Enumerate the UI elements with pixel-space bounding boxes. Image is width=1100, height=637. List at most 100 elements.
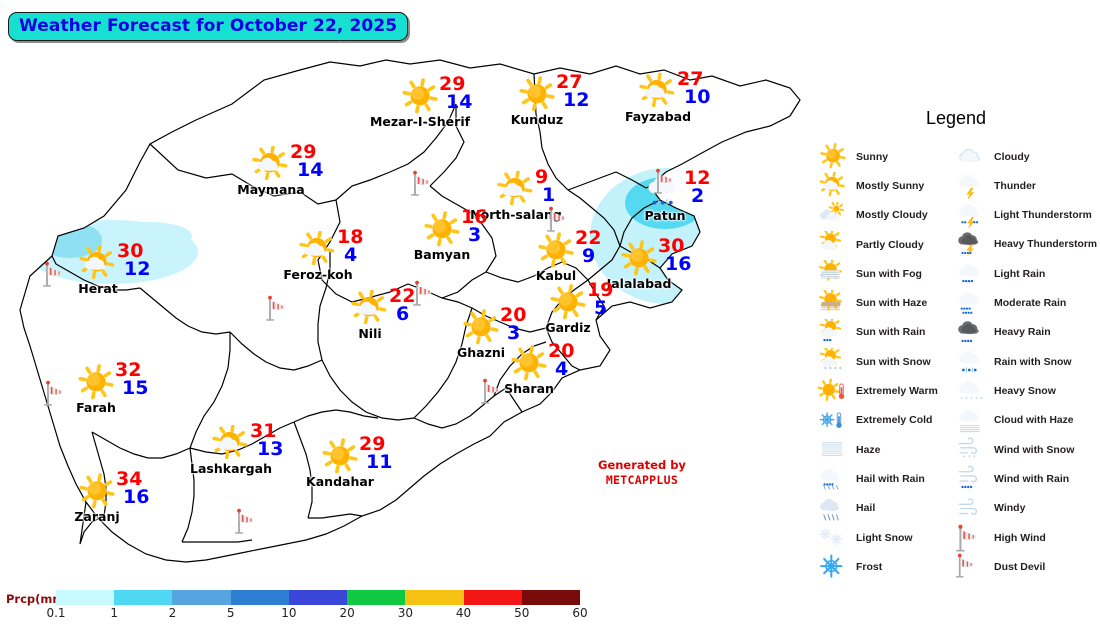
- haze-icon: [816, 436, 852, 463]
- legend-item: Sun with Fog: [816, 259, 952, 288]
- station-name: Maymana: [237, 182, 305, 197]
- station-name: Nili: [358, 326, 382, 341]
- legend-item: Sun with Haze: [816, 288, 952, 317]
- station-temperatures: 19 5: [587, 280, 613, 320]
- legend-item-label: Heavy Rain: [994, 326, 1051, 339]
- svg-text:*: *: [834, 367, 837, 373]
- precip-area-light-herat-2: [108, 222, 192, 250]
- legend-item: Wind with Rain: [954, 464, 1100, 493]
- station-tmax: 29: [439, 73, 466, 95]
- legend-item-label: Light Rain: [994, 267, 1046, 280]
- station-temperatures: 32 15: [115, 360, 148, 397]
- station-tmax: 9: [535, 166, 549, 188]
- sunny-icon: [76, 473, 118, 515]
- svg-text:*: *: [970, 396, 973, 402]
- legend-item: Cloud with Haze: [954, 406, 1100, 435]
- colorbar-segment: [405, 590, 464, 605]
- mostly-sunny-icon: [77, 244, 119, 287]
- hail-icon: [816, 495, 852, 522]
- legend-item: Mostly Sunny: [816, 171, 952, 200]
- svg-text:*: *: [968, 456, 971, 462]
- legend-item: Cloudy: [954, 142, 1100, 171]
- station-tmin: 16: [123, 486, 150, 509]
- legend-item-label: Wind with Rain: [994, 472, 1070, 485]
- map-borders-layer: [19, 59, 801, 563]
- legend-item: Sunny: [816, 142, 952, 171]
- legend-item-label: Heavy Thunderstorm: [994, 239, 1097, 251]
- colorbar-segment: [347, 590, 406, 605]
- legend-item: Haze: [816, 435, 952, 464]
- cloudy-icon: [954, 143, 990, 170]
- station-tmax: 30: [658, 235, 685, 257]
- station-tmax: 20: [548, 340, 575, 362]
- wind-with-rain-icon: [954, 465, 990, 492]
- station-tmax: 20: [500, 304, 527, 326]
- legend-column-left: Sunny Mostly Sunny Mostly Cloudy Partly …: [816, 142, 952, 581]
- sunny-icon: [460, 309, 502, 351]
- station-temperatures: 22 9: [575, 228, 601, 268]
- sunny-icon: [535, 232, 577, 274]
- legend-item: High Wind: [954, 523, 1100, 552]
- legend-item: Hail: [816, 494, 952, 523]
- credit-block: Generated by METCAPPLUS: [598, 458, 686, 488]
- page-title-text: Weather Forecast for October 22, 2025: [19, 16, 398, 36]
- station-name: Herat: [78, 281, 118, 296]
- page-title: Weather Forecast for October 22, 2025: [8, 12, 409, 41]
- legend-item-label: Sun with Fog: [856, 267, 922, 280]
- station-temperatures: 34 16: [116, 469, 150, 509]
- station-tmin: 5: [594, 297, 608, 320]
- sunny-icon: [421, 211, 463, 253]
- svg-text:*: *: [829, 367, 832, 373]
- svg-text:*: *: [824, 367, 827, 373]
- legend-item: Light Rain: [954, 259, 1100, 288]
- colorbar-segment: [288, 590, 348, 605]
- dust-devil-icon: [954, 553, 990, 580]
- station-tmax: 12: [684, 167, 711, 189]
- legend-item-label: Rain with Snow: [994, 355, 1072, 368]
- afghanistan-map-svg: [19, 59, 801, 563]
- station-temperatures: 12 2: [684, 167, 711, 205]
- colorbar-tick-label: 2: [168, 606, 177, 620]
- light-rain-icon: [954, 260, 990, 287]
- station-name: Zaranj: [74, 509, 120, 524]
- legend-item-label: Frost: [856, 560, 883, 573]
- precipitation-colorbar: Prcp(mm) 0.1 1 2 5 10 20 30 40 50 60: [0, 590, 600, 637]
- legend-item-label: Sun with Snow: [856, 355, 931, 368]
- station-temperatures: 29 11: [359, 434, 393, 474]
- station-name: Sharan: [504, 381, 554, 396]
- colorbar-segment: [172, 590, 231, 605]
- mostly-sunny-icon: [349, 289, 391, 332]
- legend-item-label: Cloudy: [994, 150, 1030, 163]
- station-tmin: 9: [582, 245, 596, 268]
- legend-item-label: Wind with Snow: [994, 443, 1075, 456]
- sunny-icon: [547, 284, 589, 326]
- station-temperatures: 30 16: [658, 235, 691, 273]
- colorbar-tick-label: 1: [110, 606, 119, 620]
- colorbar-tick-label: 30: [397, 606, 413, 620]
- station-tmin: 11: [366, 451, 393, 474]
- colorbar-tick-label: 20: [339, 606, 355, 620]
- station-tmin: 3: [507, 322, 521, 345]
- frost-icon: [816, 553, 852, 580]
- svg-text:*: *: [965, 396, 968, 402]
- station-name: Feroz-koh: [283, 267, 353, 282]
- legend-item-label: Thunder: [994, 179, 1036, 192]
- station-temperatures: 27 12: [556, 72, 589, 109]
- legend-item: Heavy Thunderstorm: [954, 230, 1100, 259]
- sunny-icon: [399, 78, 441, 120]
- legend-item-label: Sun with Rain: [856, 326, 926, 339]
- svg-text:*: *: [975, 396, 978, 402]
- station-tmax: 31: [250, 420, 277, 442]
- station-name: Kabul: [535, 268, 577, 283]
- svg-text:*: *: [963, 456, 966, 462]
- heavy-thunderstorm-icon: [954, 231, 990, 258]
- station-tmin: 1: [542, 184, 556, 207]
- legend-item-label: High Wind: [994, 531, 1046, 544]
- svg-text:*: *: [973, 456, 976, 462]
- station-temperatures: 20 3: [500, 304, 527, 345]
- mostly-sunny-icon: [637, 72, 679, 115]
- station-temperatures: 18 4: [337, 227, 363, 264]
- heavy-snow-icon: * * * * *: [954, 378, 990, 405]
